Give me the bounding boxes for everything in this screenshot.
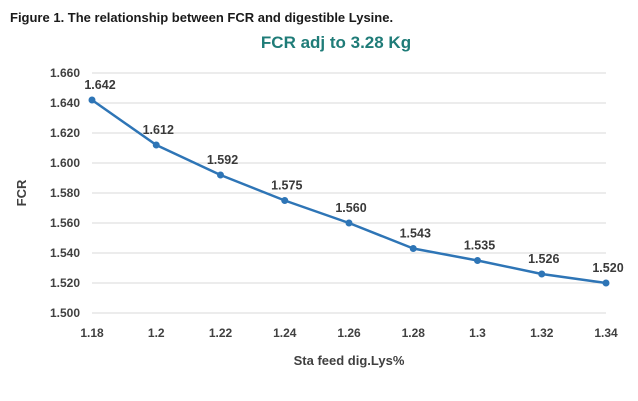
- data-point-marker: [538, 270, 546, 278]
- data-point-label: 1.642: [84, 78, 115, 92]
- x-tick-label: 1.2: [148, 326, 165, 340]
- data-point-label: 1.535: [464, 239, 495, 253]
- data-point-label: 1.520: [592, 261, 623, 275]
- data-point-label: 1.543: [400, 227, 431, 241]
- y-tick-label: 1.600: [50, 156, 80, 170]
- data-point-label: 1.592: [207, 153, 238, 167]
- data-point-label: 1.612: [143, 123, 174, 137]
- y-tick-label: 1.580: [50, 186, 80, 200]
- y-tick-label: 1.660: [50, 66, 80, 80]
- x-tick-label: 1.18: [80, 326, 104, 340]
- x-tick-label: 1.3: [469, 326, 486, 340]
- data-point-label: 1.560: [335, 201, 366, 215]
- y-tick-label: 1.640: [50, 96, 80, 110]
- y-tick-label: 1.520: [50, 276, 80, 290]
- data-point-marker: [217, 171, 224, 179]
- data-point-marker: [474, 257, 481, 264]
- data-point-label: 1.575: [271, 179, 302, 193]
- data-point-marker: [602, 279, 610, 287]
- data-point-marker: [88, 96, 96, 104]
- x-tick-label: 1.26: [337, 326, 361, 340]
- data-point-marker: [409, 245, 417, 252]
- y-tick-label: 1.540: [50, 246, 80, 260]
- x-axis-title: Sta feed dig.Lys%: [294, 353, 405, 368]
- figure-caption: Figure 1. The relationship between FCR a…: [10, 10, 394, 25]
- x-tick-label: 1.22: [209, 326, 233, 340]
- x-tick-label: 1.28: [402, 326, 426, 340]
- data-point-marker: [281, 197, 289, 204]
- data-point-marker: [345, 219, 353, 227]
- chart-container: FCR adj to 3.28 Kg 1.500 1.520 1.540 1.560 1…: [10, 33, 632, 390]
- data-point-label: 1.526: [528, 252, 559, 266]
- y-tick-label: 1.620: [50, 126, 80, 140]
- x-tick-label: 1.34: [594, 326, 618, 340]
- chart-title: FCR adj to 3.28 Kg: [260, 33, 412, 52]
- y-tick-label: 1.500: [50, 306, 80, 320]
- fcr-line-chart: 1.500 1.520 1.540 1.560 1.580 1.600 1.620 1.640…: [14, 66, 624, 368]
- data-point-marker: [152, 141, 160, 149]
- y-axis-title: FCR: [14, 179, 29, 206]
- x-tick-label: 1.24: [273, 326, 297, 340]
- y-tick-label: 1.560: [50, 216, 80, 230]
- x-tick-label: 1.32: [530, 326, 554, 340]
